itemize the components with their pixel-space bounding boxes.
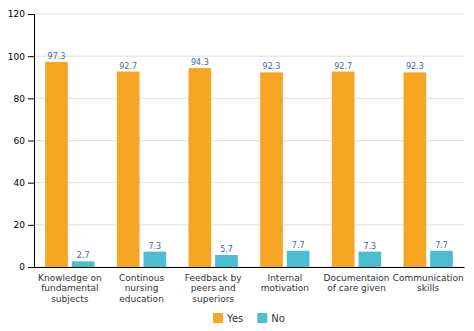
legend-swatch: [257, 313, 267, 323]
x-tick: Continousnursingeducation: [119, 267, 164, 304]
data-label: 7.3: [363, 242, 376, 251]
y-axis: 0 20 40 60 80 100 120: [8, 9, 35, 272]
legend-item: No: [257, 313, 285, 324]
x-tick: Communicationskills: [393, 267, 464, 293]
y-tick: 20: [14, 220, 34, 230]
data-label: 2.7: [77, 251, 90, 260]
legend-label: No: [271, 313, 285, 324]
plot: 020406080100120Knowledge onfundamentalsu…: [8, 9, 465, 303]
x-tick: Knowledge onfundamentalsubjects: [38, 267, 102, 304]
x-tick-label: Internalmotivation: [261, 273, 309, 293]
grid-line: [34, 224, 464, 225]
chart: 020406080100120Knowledge onfundamentalsu…: [0, 0, 474, 331]
x-tick: Feedback bypeers andsuperiors: [185, 267, 242, 304]
y-tick-label: 120: [8, 9, 25, 19]
y-tick-label: 100: [8, 52, 25, 62]
bar: [72, 261, 95, 267]
x-tick-label: Documentaionof care given: [324, 273, 390, 293]
bar: [144, 252, 167, 267]
y-tick: 80: [14, 94, 34, 104]
x-tick-label-line: of care given: [327, 283, 386, 293]
y-tick: 0: [19, 262, 34, 272]
legend: Yes No: [213, 313, 285, 324]
x-tick-label-line: subjects: [51, 294, 89, 304]
x-tick: Documentaionof care given: [324, 267, 390, 293]
y-tick-mark: [28, 183, 34, 184]
bar-series: [72, 251, 453, 267]
x-tick-label: Continousnursingeducation: [119, 273, 164, 304]
x-tick-label-line: superiors: [192, 294, 234, 304]
y-tick-mark: [28, 141, 34, 142]
bar: [359, 252, 382, 267]
x-tick-label-line: Documentaion: [324, 273, 390, 283]
x-tick-label-line: Internal: [267, 273, 302, 283]
x-tick-label-line: fundamental: [41, 283, 98, 293]
x-tick-label-line: Knowledge on: [38, 273, 102, 283]
legend-swatch: [213, 313, 223, 323]
x-tick-label-line: Feedback by: [185, 273, 242, 283]
x-tick-label: Communicationskills: [393, 273, 464, 293]
data-label: 7.7: [435, 241, 448, 250]
data-label: 92.3: [406, 62, 424, 71]
y-tick-mark: [28, 98, 34, 99]
grid-line: [34, 182, 464, 183]
data-label: 92.3: [263, 62, 281, 71]
y-tick-mark: [28, 225, 34, 226]
y-tick: 60: [14, 136, 34, 146]
y-tick-mark: [28, 14, 34, 15]
bar: [332, 72, 355, 267]
y-axis-line: [28, 15, 35, 268]
legend-label: Yes: [226, 313, 243, 324]
bars: [45, 62, 453, 267]
bar: [117, 72, 140, 267]
x-tick: Internalmotivation: [261, 267, 309, 293]
y-tick-mark: [28, 267, 34, 268]
x-tick-label-line: peers and: [191, 283, 236, 293]
bar-series: [45, 62, 426, 267]
x-tick-label-line: skills: [417, 283, 439, 293]
y-tick: 40: [14, 178, 34, 188]
bar: [215, 255, 238, 267]
data-label: 94.3: [191, 58, 209, 67]
x-tick-label-line: Continous: [119, 273, 164, 283]
y-tick-label: 60: [14, 136, 26, 146]
bar: [430, 251, 453, 267]
bar: [260, 72, 283, 267]
grid-line: [34, 267, 464, 268]
y-tick-label: 0: [19, 262, 25, 272]
bar: [287, 251, 310, 267]
grid-line: [34, 140, 464, 141]
x-tick-label: Feedback bypeers andsuperiors: [185, 273, 242, 304]
grid: [34, 14, 464, 267]
data-label: 7.7: [292, 241, 305, 250]
y-tick-label: 40: [14, 178, 26, 188]
bar: [189, 68, 212, 267]
y-tick-label: 80: [14, 94, 26, 104]
grid-line: [34, 14, 464, 15]
x-axis-line: [35, 267, 465, 268]
bar: [45, 62, 68, 267]
data-label: 5.7: [220, 245, 233, 254]
bar: [404, 72, 427, 267]
x-tick-label-line: nursing: [125, 283, 159, 293]
data-labels: 97.3 92.7 94.3 92.3 92.7 92.3 2.7 7.3 5.7 7.7 7.3 7…: [48, 52, 448, 260]
grid-line: [34, 98, 464, 99]
x-tick-label: Knowledge onfundamentalsubjects: [38, 273, 102, 304]
data-label: 97.3: [48, 52, 66, 61]
y-tick-label: 20: [14, 220, 26, 230]
legend-item: Yes: [213, 313, 243, 324]
x-tick-label-line: education: [119, 294, 164, 304]
y-tick-mark: [28, 56, 34, 57]
y-tick: 120: [8, 9, 34, 19]
data-label: 92.7: [119, 62, 137, 71]
grid-line: [34, 56, 464, 57]
y-tick: 100: [8, 52, 34, 62]
data-label: 7.3: [148, 242, 161, 251]
x-axis: Knowledge onfundamentalsubjects Continous…: [35, 267, 465, 304]
x-tick-label-line: motivation: [261, 283, 309, 293]
data-label: 92.7: [334, 62, 352, 71]
x-tick-label-line: Communication: [393, 273, 464, 283]
